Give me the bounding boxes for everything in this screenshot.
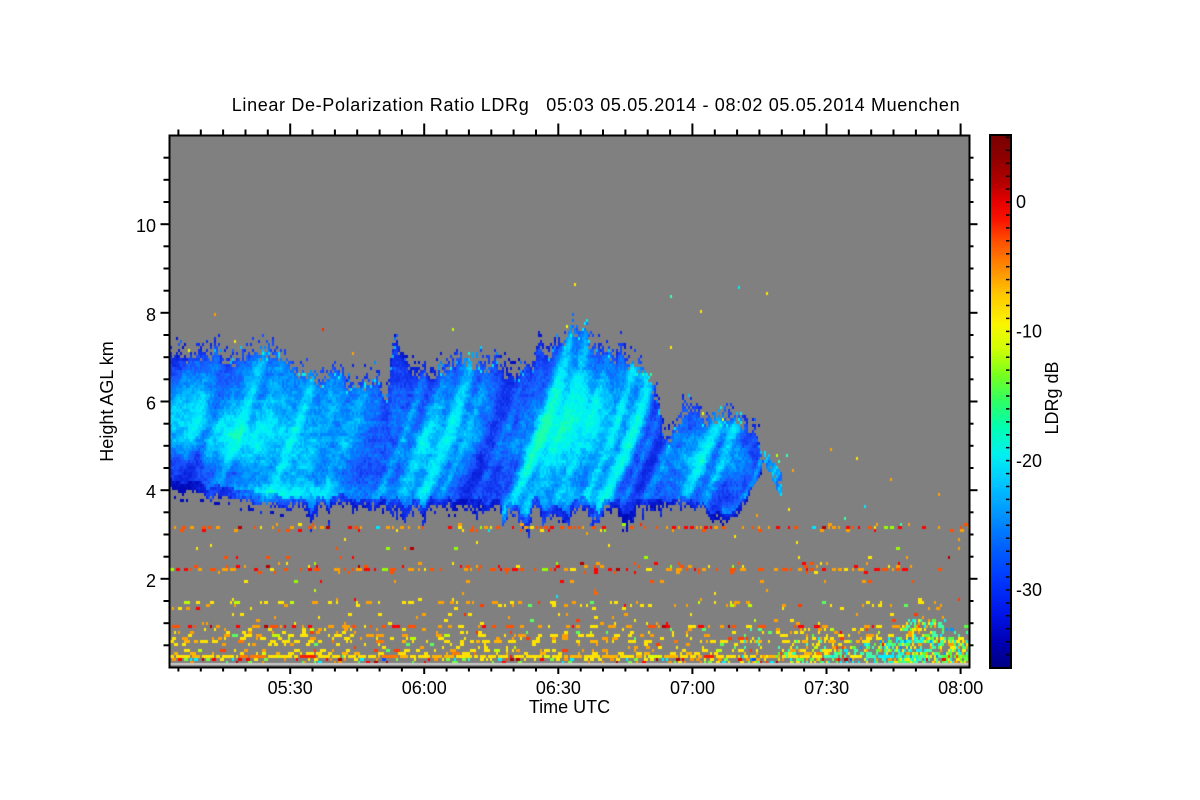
svg-text:0: 0	[1016, 192, 1026, 212]
svg-text:08:00: 08:00	[938, 678, 983, 698]
svg-text:07:00: 07:00	[670, 678, 715, 698]
svg-text:10: 10	[136, 216, 156, 236]
svg-text:6: 6	[146, 394, 156, 414]
svg-text:-10: -10	[1016, 322, 1042, 342]
svg-text:2: 2	[146, 571, 156, 591]
svg-text:06:00: 06:00	[402, 678, 447, 698]
svg-text:4: 4	[146, 482, 156, 502]
svg-text:05:30: 05:30	[268, 678, 313, 698]
svg-text:-30: -30	[1016, 580, 1042, 600]
svg-text:Linear De-Polarization Ratio L: Linear De-Polarization Ratio LDRg 05:03 …	[232, 95, 960, 115]
svg-text:-20: -20	[1016, 451, 1042, 471]
svg-text:07:30: 07:30	[804, 678, 849, 698]
svg-text:06:30: 06:30	[536, 678, 581, 698]
svg-text:8: 8	[146, 305, 156, 325]
svg-text:LDRg dB: LDRg dB	[1042, 361, 1062, 434]
svg-text:Time UTC: Time UTC	[529, 697, 610, 717]
svg-text:Height AGL km: Height AGL km	[97, 341, 117, 461]
